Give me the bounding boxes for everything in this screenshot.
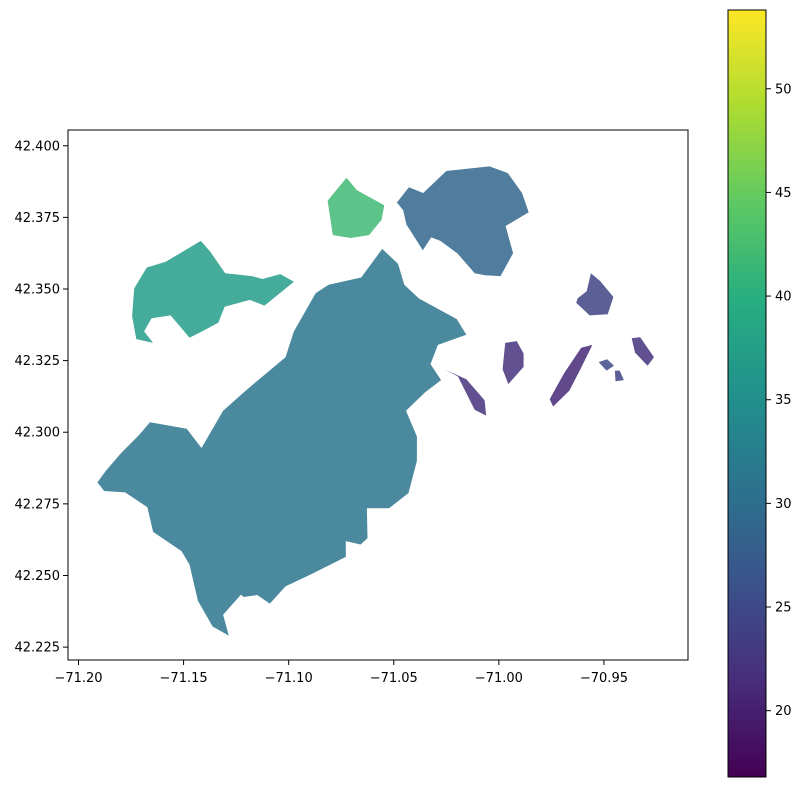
map-region-east-boston	[396, 166, 529, 277]
y-tick-label: 42.350	[15, 283, 61, 298]
colorbar-tick-label: 25	[775, 601, 792, 616]
colorbar-tick-label: 30	[775, 497, 792, 512]
x-tick-label: −71.20	[54, 671, 102, 686]
colorbar-tick-label: 40	[775, 290, 792, 305]
x-tick-label: −71.00	[475, 671, 523, 686]
regions-layer	[97, 166, 654, 636]
map-axes: −71.20 −71.15 −71.10 −71.05 −71.00 −70.95 42.…	[15, 129, 689, 686]
y-tick-label: 42.400	[15, 139, 61, 154]
colorbar: 20 25 30 35 40 45 50	[727, 9, 792, 778]
y-tick-label: 42.275	[15, 497, 61, 512]
map-region-islands-d	[576, 273, 614, 316]
colorbar-tick-label: 45	[775, 186, 792, 201]
x-tick-label: −70.95	[580, 671, 628, 686]
colorbar-ticks: 20 25 30 35 40 45 50	[766, 82, 792, 719]
axes-frame	[67, 129, 689, 661]
map-region-brighton	[132, 240, 294, 343]
x-tick-label: −71.15	[160, 671, 208, 686]
map-region-charlestown	[327, 177, 385, 238]
map-region-islands-c	[549, 344, 593, 407]
y-tick-label: 42.300	[15, 426, 61, 441]
map-region-main	[97, 248, 467, 636]
x-tick-label: −71.05	[370, 671, 418, 686]
colorbar-tick-label: 35	[775, 393, 792, 408]
map-region-islands-g	[614, 370, 624, 382]
y-tick-label: 42.225	[15, 641, 61, 656]
map-region-islands-f	[598, 359, 614, 371]
colorbar-tick-label: 50	[775, 82, 792, 97]
map-region-islands-a	[445, 369, 487, 416]
y-tick-label: 42.375	[15, 211, 61, 226]
map-region-islands-b	[502, 341, 524, 385]
y-tick-label: 42.325	[15, 354, 61, 369]
x-tick-label: −71.10	[265, 671, 313, 686]
map-region-islands-e	[631, 337, 654, 366]
x-axis-ticks: −71.20 −71.15 −71.10 −71.05 −71.00 −70.95	[54, 660, 628, 686]
colorbar-gradient	[727, 9, 767, 778]
colorbar-tick-label: 20	[775, 704, 792, 719]
y-axis-ticks: 42.225 42.250 42.275 42.300 42.325 42.350 42.3…	[15, 139, 68, 656]
y-tick-label: 42.250	[15, 569, 61, 584]
